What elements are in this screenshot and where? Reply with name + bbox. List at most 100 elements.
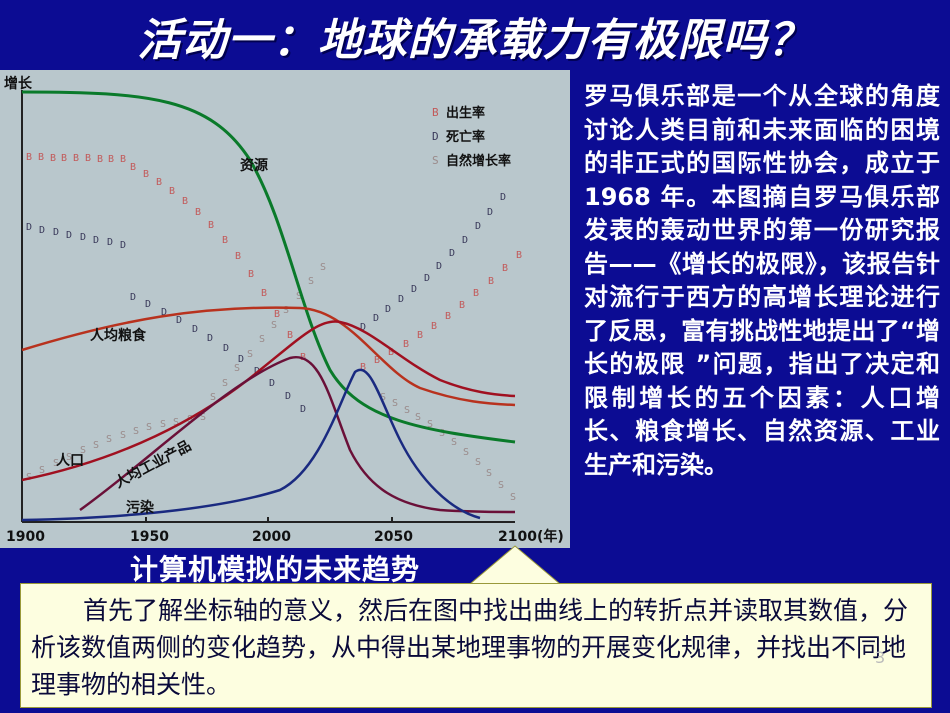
callout-text: 首先了解坐标轴的意义，然后在图中找出曲线上的转折点并读取其数值，分析该数值两侧的…	[31, 596, 909, 699]
death-rate-marker: D	[462, 235, 468, 246]
birth-rate-marker: B	[235, 251, 241, 262]
birth-rate-marker: B	[516, 250, 522, 261]
natural-growth-marker: S	[486, 468, 492, 479]
birth-rate-marker: B	[287, 330, 293, 341]
page-number: 3	[875, 648, 886, 667]
x-tick-label: 1950	[130, 529, 169, 545]
death-rate-marker: D	[161, 307, 167, 318]
birth-rate-marker: B	[50, 153, 56, 164]
natural-growth-marker: S	[415, 412, 421, 423]
birth-rate-marker: B	[143, 169, 149, 180]
natural-growth-marker: S	[475, 457, 481, 468]
pollution-label: 污染	[126, 499, 155, 516]
death-rate-marker: D	[130, 292, 136, 303]
death-rate-marker: D	[449, 248, 455, 259]
natural-growth-marker: S	[510, 492, 516, 503]
birth-rate-marker: B	[374, 355, 380, 366]
death-rate-marker: D	[107, 237, 113, 248]
death-rate-marker: D	[475, 221, 481, 232]
resources-label: 资源	[240, 157, 268, 174]
legend-marker-death: D	[432, 130, 439, 143]
natural-growth-marker: S	[173, 417, 179, 428]
natural-growth-marker: S	[146, 422, 152, 433]
natural-growth-marker: S	[133, 426, 139, 437]
birth-rate-marker: B	[156, 177, 162, 188]
birth-rate-marker: B	[26, 152, 32, 163]
natural-growth-marker: S	[234, 363, 240, 374]
death-rate-marker: D	[424, 273, 430, 284]
resources-curve	[21, 90, 516, 444]
death-rate-marker: D	[238, 354, 244, 365]
legend-marker-natural: S	[432, 154, 439, 167]
birth-rate-marker: B	[473, 288, 479, 299]
death-rate-marker: D	[145, 299, 151, 310]
natural-growth-marker: S	[259, 334, 265, 345]
birth-rate-marker: B	[222, 235, 228, 246]
y-axis-label: 增长	[4, 75, 33, 92]
death-rate-marker: D	[269, 378, 275, 389]
death-rate-marker: D	[373, 313, 379, 324]
legend-marker-birth: B	[432, 106, 439, 119]
natural-growth-marker: S	[380, 392, 386, 403]
population-curve	[21, 320, 516, 482]
natural-growth-marker: S	[200, 412, 206, 423]
food-label: 人均粮食	[90, 327, 147, 344]
death-rate-marker: D	[360, 322, 366, 333]
birth-rate-marker: B	[208, 220, 214, 231]
birth-rate-marker: B	[431, 321, 437, 332]
birth-rate-marker: B	[38, 152, 44, 163]
death-rate-marker: D	[26, 222, 32, 233]
natural-growth-marker: S	[404, 405, 410, 416]
industry-curve	[79, 355, 516, 514]
birth-rate-marker: B	[261, 288, 267, 299]
birth-rate-marker: B	[120, 154, 126, 165]
natural-growth-marker: S	[392, 398, 398, 409]
natural-growth-marker: S	[160, 419, 166, 430]
death-rate-marker: D	[223, 343, 229, 354]
slide-title: 活动一：地球的承载力有极限吗？	[137, 15, 813, 66]
natural-growth-marker: S	[308, 276, 314, 287]
death-rate-marker: D	[93, 235, 99, 246]
natural-growth-marker: S	[296, 291, 302, 302]
birth-rate-marker: B	[403, 339, 409, 350]
natural-growth-marker: S	[451, 437, 457, 448]
birth-rate-marker: B	[417, 330, 423, 341]
death-rate-marker: D	[192, 324, 198, 335]
x-tick-label: 2050	[374, 529, 413, 545]
birth-rate-marker: B	[182, 196, 188, 207]
natural-growth-marker: S	[106, 434, 112, 445]
death-rate-marker: D	[398, 294, 404, 305]
legend-label-death: 死亡率	[446, 129, 485, 145]
x-tick-label: 2000	[252, 529, 291, 545]
chart-caption: 计算机模拟的未来趋势	[130, 553, 421, 586]
death-rate-marker: D	[436, 261, 442, 272]
birth-rate-marker: B	[274, 309, 280, 320]
birth-rate-marker: B	[195, 207, 201, 218]
side-description: 罗马俱乐部是一个从全球的角度讨论人类目前和未来面临的困境的非正式的国际性协会，成…	[584, 82, 940, 479]
natural-growth-marker: S	[210, 392, 216, 403]
death-rate-marker: D	[53, 227, 59, 238]
natural-growth-marker: S	[222, 378, 228, 389]
natural-growth-marker: S	[283, 305, 289, 316]
natural-growth-marker: S	[463, 447, 469, 458]
death-rate-marker: D	[120, 240, 126, 251]
natural-growth-marker: S	[439, 428, 445, 439]
x-axis-end-label: 2100(年)	[498, 528, 564, 545]
death-rate-marker: D	[285, 391, 291, 402]
death-rate-marker: D	[300, 404, 306, 415]
natural-growth-marker: S	[80, 445, 86, 456]
growth-limits-chart: 增长 1900 1950 2000 2050 2100(年) B 出生率 D 死…	[0, 70, 570, 548]
death-rate-marker: D	[487, 207, 493, 218]
birth-rate-marker: B	[388, 347, 394, 358]
natural-growth-marker: S	[53, 458, 59, 469]
natural-growth-marker: S	[247, 349, 253, 360]
chart-svg: 增长 1900 1950 2000 2050 2100(年) B 出生率 D 死…	[4, 75, 564, 545]
birth-rate-marker: B	[85, 153, 91, 164]
death-rate-marker: D	[385, 304, 391, 315]
pollution-curve	[21, 368, 481, 522]
birth-rate-marker: B	[73, 153, 79, 164]
death-rate-marker: D	[66, 230, 72, 241]
